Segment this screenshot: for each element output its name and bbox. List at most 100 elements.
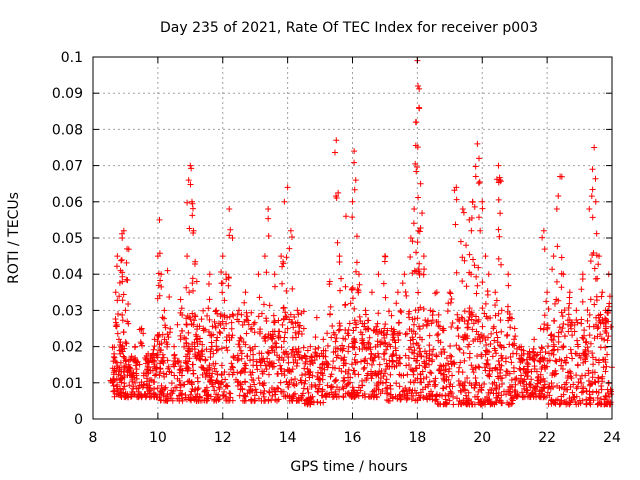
data-point: [138, 340, 145, 347]
data-point: [164, 267, 171, 274]
data-point: [291, 351, 298, 358]
data-point: [605, 318, 612, 325]
data-point: [429, 351, 436, 358]
data-point: [314, 369, 321, 376]
data-point: [493, 297, 500, 304]
data-point: [568, 375, 575, 382]
data-point: [198, 316, 205, 323]
data-point: [497, 177, 504, 184]
data-point: [595, 400, 602, 407]
data-point: [278, 253, 285, 260]
data-point: [186, 355, 193, 362]
data-point: [604, 307, 611, 314]
data-point: [443, 383, 450, 390]
data-point: [235, 379, 242, 386]
data-point: [255, 375, 262, 382]
data-point: [597, 331, 604, 338]
data-point: [344, 330, 351, 337]
data-point: [537, 355, 544, 362]
data-point: [511, 340, 518, 347]
data-point: [473, 328, 480, 335]
data-point: [249, 387, 256, 394]
data-point: [208, 339, 215, 346]
data-point: [324, 342, 331, 349]
data-point: [365, 326, 372, 333]
data-point: [353, 233, 360, 240]
data-point: [332, 391, 339, 398]
data-point: [582, 372, 589, 379]
data-point: [545, 343, 552, 350]
data-point: [380, 280, 387, 287]
data-point: [473, 273, 480, 280]
data-point: [493, 176, 500, 183]
data-point: [550, 351, 557, 358]
data-point: [277, 362, 284, 369]
data-point: [399, 280, 406, 287]
data-point: [183, 339, 190, 346]
data-point: [315, 388, 322, 395]
data-point: [288, 377, 295, 384]
data-point: [177, 387, 184, 394]
data-point: [186, 289, 193, 296]
data-point: [416, 334, 423, 341]
data-point: [420, 323, 427, 330]
data-point: [483, 360, 490, 367]
data-point: [294, 307, 301, 314]
data-point: [405, 310, 412, 317]
data-point: [117, 359, 124, 366]
data-point: [475, 214, 482, 221]
data-point: [472, 365, 479, 372]
data-point: [550, 253, 557, 260]
data-point: [380, 351, 387, 358]
data-point: [417, 180, 424, 187]
data-point: [450, 401, 457, 408]
data-point: [388, 353, 395, 360]
data-point: [346, 320, 353, 327]
data-point: [114, 297, 121, 304]
data-point: [179, 390, 186, 397]
data-point: [217, 330, 224, 337]
data-point: [584, 307, 591, 314]
data-point: [512, 333, 519, 340]
data-point: [367, 371, 374, 378]
data-point: [403, 388, 410, 395]
data-point: [558, 254, 565, 261]
data-point: [381, 350, 388, 357]
data-point: [340, 385, 347, 392]
data-point: [212, 360, 219, 367]
data-point: [251, 381, 258, 388]
data-point: [207, 378, 214, 385]
data-point: [440, 371, 447, 378]
data-point: [487, 340, 494, 347]
data-point: [595, 375, 602, 382]
data-point: [413, 340, 420, 347]
data-point: [326, 311, 333, 318]
data-point: [506, 310, 513, 317]
data-point: [580, 388, 587, 395]
data-point: [423, 374, 430, 381]
data-point: [398, 309, 405, 316]
data-point: [382, 339, 389, 346]
data-point: [593, 388, 600, 395]
data-point: [221, 297, 228, 304]
data-point: [508, 377, 515, 384]
data-point: [122, 339, 129, 346]
data-point: [277, 334, 284, 341]
data-point: [591, 335, 598, 342]
data-point: [230, 369, 237, 376]
data-point: [600, 356, 607, 363]
data-point: [352, 351, 359, 358]
data-point: [123, 340, 130, 347]
data-point: [179, 397, 186, 404]
data-point: [301, 400, 308, 407]
data-point: [158, 271, 165, 278]
data-point: [292, 356, 299, 363]
data-point: [324, 330, 331, 337]
data-point: [343, 382, 350, 389]
data-point: [362, 355, 369, 362]
data-point: [496, 383, 503, 390]
data-point: [553, 206, 560, 213]
data-point: [479, 205, 486, 212]
data-point: [350, 343, 357, 350]
data-point: [213, 391, 220, 398]
